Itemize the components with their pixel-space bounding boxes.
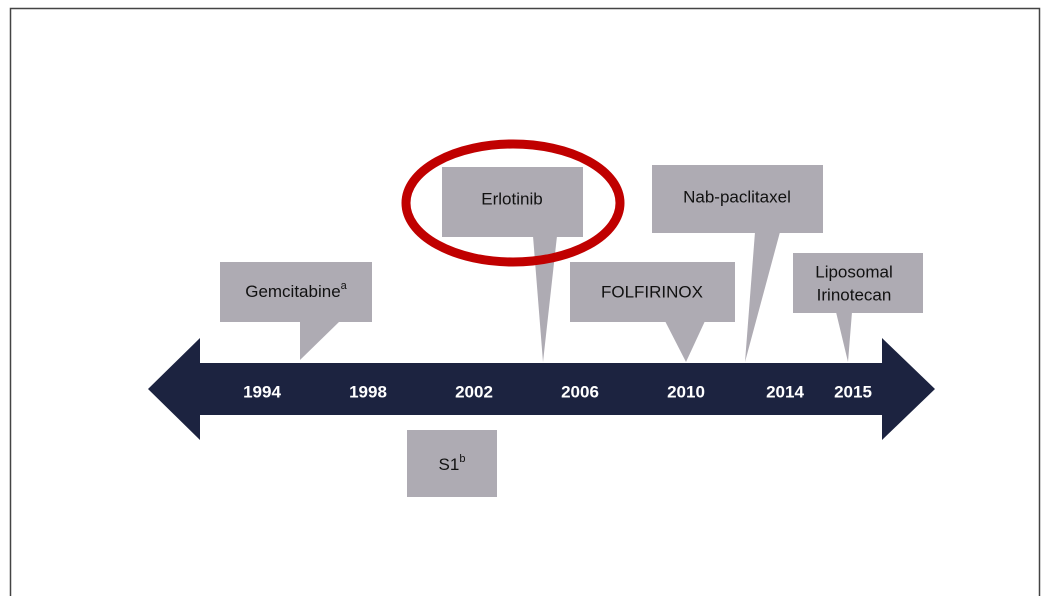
callout: FOLFIRINOX bbox=[570, 262, 735, 362]
callout-pointer bbox=[300, 321, 340, 360]
callout-pointer bbox=[665, 321, 705, 362]
year-label: 2010 bbox=[667, 382, 705, 401]
callout-label: Erlotinib bbox=[481, 189, 542, 208]
callout-box bbox=[220, 262, 372, 322]
callout-label: S1b bbox=[439, 453, 466, 475]
year-label: 1998 bbox=[349, 382, 387, 401]
callout-pointer bbox=[745, 232, 780, 362]
callout-label: Gemcitabinea bbox=[245, 280, 347, 302]
callout: S1b bbox=[407, 430, 497, 497]
year-label: 1994 bbox=[243, 382, 281, 401]
callout-pointer bbox=[533, 236, 557, 362]
timeline-arrow bbox=[148, 338, 935, 440]
year-label: 2002 bbox=[455, 382, 493, 401]
callout: Liposomal Irinotecan bbox=[793, 253, 923, 362]
callout: Erlotinib bbox=[442, 167, 583, 362]
callout-box bbox=[652, 165, 823, 233]
year-label: 2006 bbox=[561, 382, 599, 401]
callout: Nab-paclitaxel bbox=[652, 165, 823, 362]
callout-label: Liposomal bbox=[815, 262, 893, 281]
callout-box bbox=[407, 430, 497, 497]
year-label: 2014 bbox=[766, 382, 804, 401]
callout-box bbox=[793, 253, 923, 313]
callout: Gemcitabinea bbox=[220, 262, 372, 360]
highlight-circle bbox=[401, 139, 625, 267]
callout-box bbox=[570, 262, 735, 322]
callout-label: Nab-paclitaxel bbox=[683, 187, 791, 206]
callout-box bbox=[442, 167, 583, 237]
callout-label: Irinotecan bbox=[817, 285, 892, 304]
callout-label: FOLFIRINOX bbox=[601, 282, 703, 301]
year-label: 2015 bbox=[834, 382, 872, 401]
callout-pointer bbox=[836, 312, 852, 362]
